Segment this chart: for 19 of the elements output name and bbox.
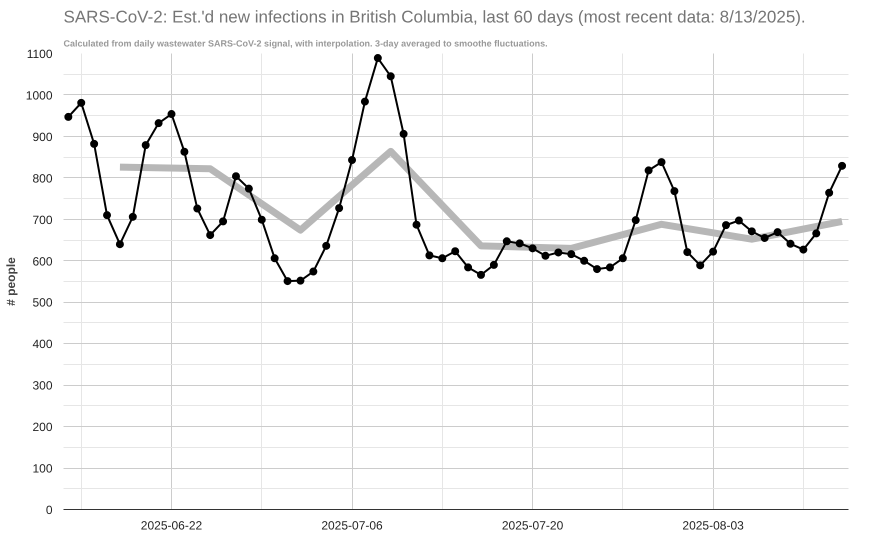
x-tick-label: 2025-08-03: [682, 518, 744, 532]
y-tick-label: 300: [32, 378, 53, 393]
x-tick-label: 2025-07-20: [502, 518, 564, 532]
y-tick-label: 400: [32, 337, 53, 352]
y-tick-label: 900: [32, 130, 53, 144]
y-tick-label: 200: [32, 420, 53, 434]
y-tick-label: 600: [32, 254, 53, 268]
y-tick-label: 800: [32, 171, 53, 186]
chart-title: SARS-CoV-2: Est.'d new infections in British Columbia, last 60 days (most recent data: 8/13/2025).: [64, 8, 806, 26]
y-tick-label: 100: [32, 462, 53, 476]
x-tick-label: 2025-07-06: [321, 518, 384, 532]
chart-subtitle: Calculated from daily wastewater SARS-CoV-2 signal, with interpolation. 3-day averaged to smoothe fluctuations.: [64, 38, 548, 48]
y-tick-label: 700: [32, 212, 53, 227]
y-tick-label: 0: [46, 503, 53, 517]
y-axis-title: # people: [4, 256, 18, 306]
y-tick-label: 1000: [26, 88, 53, 102]
y-tick-label: 500: [32, 296, 53, 310]
y-tick-label: 1100: [26, 47, 53, 61]
x-tick-label: 2025-06-22: [140, 518, 203, 532]
